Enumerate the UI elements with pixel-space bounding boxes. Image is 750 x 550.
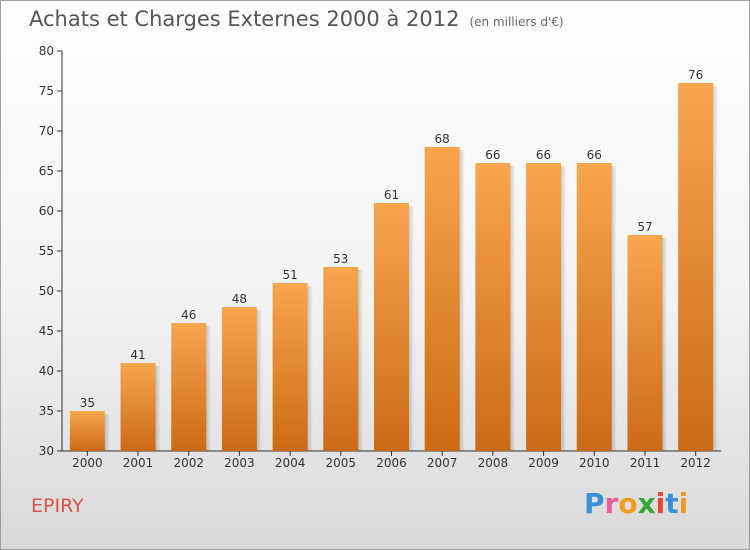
x-tick-label: 2010 <box>579 456 610 470</box>
bar <box>526 163 562 451</box>
x-tick-label: 2011 <box>630 456 661 470</box>
y-tick-label: 55 <box>39 244 54 258</box>
x-tick-label: 2012 <box>680 456 711 470</box>
bars <box>69 83 719 451</box>
x-tick-label: 2000 <box>72 456 103 470</box>
bar-shadow <box>155 366 161 451</box>
bar <box>69 411 105 451</box>
logo-letter: t <box>665 487 679 520</box>
data-label: 48 <box>232 292 247 306</box>
y-tick-label: 40 <box>39 364 54 378</box>
bar <box>323 267 359 451</box>
bar <box>627 235 663 451</box>
logo-letter: o <box>618 487 638 520</box>
bar <box>171 323 207 451</box>
data-label: 46 <box>181 308 196 322</box>
bar-shadow <box>307 286 313 451</box>
x-tick-label: 2004 <box>275 456 306 470</box>
x-tick-label: 2008 <box>478 456 509 470</box>
y-tick-label: 65 <box>39 164 54 178</box>
y-tick-label: 35 <box>39 404 54 418</box>
y-tick-label: 50 <box>39 284 54 298</box>
x-tick-label: 2001 <box>123 456 154 470</box>
data-label: 66 <box>485 148 500 162</box>
x-tick-label: 2003 <box>224 456 255 470</box>
data-label: 76 <box>688 68 703 82</box>
bar-shadow <box>256 310 262 451</box>
bar <box>221 307 257 451</box>
x-tick-label: 2005 <box>326 456 357 470</box>
bar-shadow <box>662 238 668 451</box>
x-tick-label: 2006 <box>376 456 407 470</box>
data-label: 53 <box>333 252 348 266</box>
value-labels: 35 41 46 48 51 53 61 68 66 66 66 57 76 <box>80 68 704 410</box>
data-label: 68 <box>435 132 450 146</box>
bar <box>475 163 511 451</box>
chart-title: Achats et Charges Externes 2000 à 2012 (e… <box>29 7 564 31</box>
bar <box>272 283 308 451</box>
data-label: 41 <box>130 348 145 362</box>
y-tick-label: 30 <box>39 444 54 458</box>
logo-letter: x <box>637 487 656 520</box>
y-tick-label: 70 <box>39 124 54 138</box>
chart-title-text: Achats et Charges Externes 2000 à 2012 <box>29 7 460 31</box>
data-label: 57 <box>637 220 652 234</box>
bar-shadow <box>459 150 465 451</box>
x-tick-label: 2009 <box>528 456 559 470</box>
commune-name: EPIRY <box>31 495 84 517</box>
bar-shadow <box>358 270 364 451</box>
data-label: 35 <box>80 396 95 410</box>
bar-shadow <box>561 166 567 451</box>
bar-shadow <box>409 206 414 451</box>
bar-shadow <box>104 414 110 451</box>
data-label: 51 <box>282 268 297 282</box>
bar <box>424 147 460 451</box>
chart-subtitle: (en milliers d'€) <box>469 15 564 29</box>
bar <box>120 363 156 451</box>
axes: 30 35 40 45 50 55 60 65 70 75 80 2000 2001 2002 2003 20… <box>39 44 721 470</box>
y-tick-label: 75 <box>39 84 54 98</box>
bar-shadow <box>206 326 212 451</box>
bar <box>576 163 612 451</box>
logo-letter: P <box>584 487 605 520</box>
x-tick-label: 2007 <box>427 456 458 470</box>
data-label: 66 <box>587 148 602 162</box>
data-label: 61 <box>384 188 399 202</box>
bar <box>678 83 714 451</box>
data-label: 66 <box>536 148 551 162</box>
y-tick-label: 60 <box>39 204 54 218</box>
y-tick-label: 80 <box>39 44 54 58</box>
bar <box>374 203 409 451</box>
logo-letter: i <box>678 487 689 520</box>
bar-shadow <box>713 86 719 451</box>
bar-shadow <box>611 166 617 451</box>
x-tick-label: 2002 <box>173 456 204 470</box>
proxiti-logo: Proxiti <box>584 487 688 520</box>
bar-shadow <box>510 166 516 451</box>
logo-letter: r <box>604 487 619 520</box>
y-tick-label: 45 <box>39 324 54 338</box>
logo-letter: i <box>655 487 666 520</box>
